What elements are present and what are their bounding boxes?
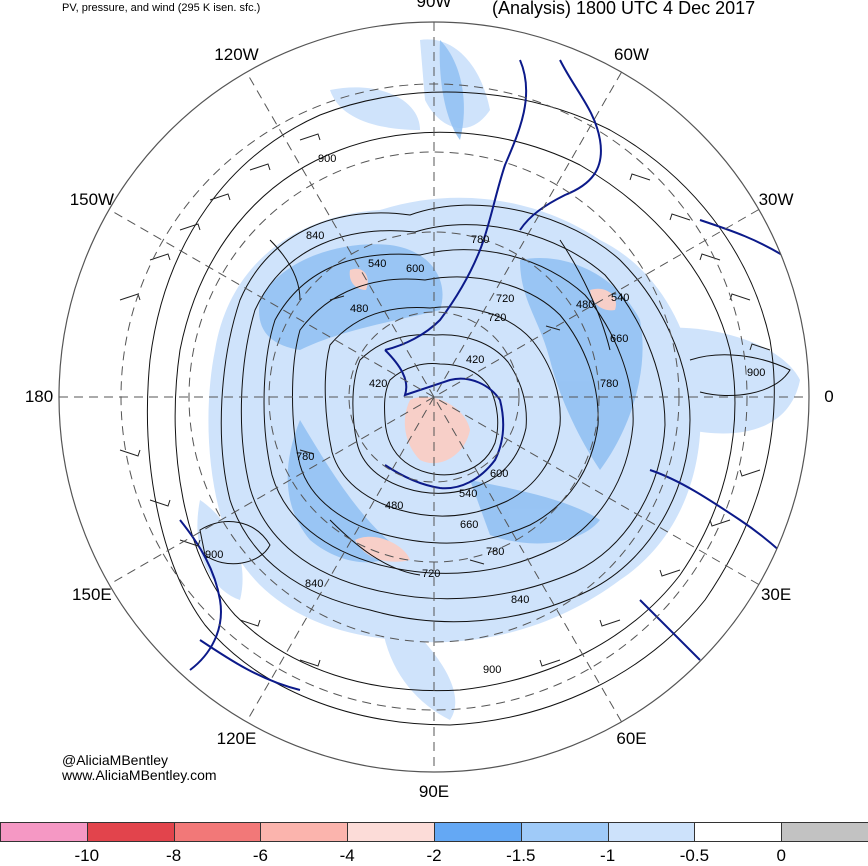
pv-shading-light — [197, 39, 800, 720]
contour-label: 720 — [496, 293, 515, 305]
contour-label: 600 — [490, 468, 509, 480]
longitude-label: 180 — [24, 387, 54, 406]
colorbar-segment — [434, 822, 522, 842]
longitude-label: 30W — [758, 189, 794, 209]
contour-label: 840 — [306, 230, 325, 242]
colorbar-segment — [260, 822, 349, 842]
contour-label: 840 — [511, 594, 530, 606]
contour-label: 660 — [610, 333, 629, 345]
colorbar-segment — [520, 822, 609, 842]
polar-stereographic-map — [58, 21, 810, 773]
longitude-label: 60W — [614, 44, 649, 64]
contour-label: 480 — [385, 500, 404, 512]
contour-label: 480 — [576, 299, 595, 311]
colorbar-tick-label: -8 — [166, 846, 182, 865]
pressure-contours — [146, 91, 791, 726]
colorbar-segment — [781, 822, 868, 842]
credit-handle: @AliciaMBentley — [62, 752, 169, 768]
contour-label: 720 — [488, 312, 507, 324]
colorbar-tick-label: -0.5 — [679, 846, 710, 865]
contour-label: 480 — [350, 303, 369, 315]
colorbar-segment — [86, 822, 175, 842]
map-boundary — [58, 21, 810, 773]
longitude-label: 120W — [214, 44, 259, 64]
contour-label: 900 — [205, 549, 224, 561]
map-title: (Analysis) 1800 UTC 4 Dec 2017 — [492, 0, 756, 18]
longitude-label: 60E — [616, 729, 647, 749]
contour-label: 420 — [466, 354, 485, 366]
contour-label: 840 — [305, 578, 324, 590]
colorbar — [0, 822, 868, 844]
colorbar-segment — [0, 822, 88, 842]
contour-label: 600 — [406, 263, 425, 275]
longitude-label: 30E — [760, 584, 792, 604]
contour-label: 900 — [318, 153, 337, 165]
contour-label: 780 — [296, 451, 315, 463]
contour-label: 900 — [483, 664, 502, 676]
longitude-label: 150W — [69, 189, 115, 209]
colorbar-tick-label: 0 — [776, 846, 786, 865]
colorbar-tick-label: -4 — [339, 846, 355, 865]
longitude-label: 90E — [418, 782, 450, 801]
graticule — [59, 22, 809, 772]
colorbar-tick-label: -6 — [252, 846, 268, 865]
contour-label: 660 — [460, 519, 479, 531]
contour-label: 540 — [368, 258, 387, 270]
longitude-label: 0 — [824, 387, 834, 406]
colorbar-segment — [607, 822, 696, 842]
map-content — [119, 39, 809, 726]
contour-label: 540 — [459, 488, 478, 500]
longitude-label: 150E — [72, 584, 112, 604]
coastlines — [179, 59, 809, 691]
colorbar-segment — [694, 822, 783, 842]
contour-label: 780 — [600, 378, 619, 390]
credit-website: www.AliciaMBentley.com — [62, 767, 217, 783]
colorbar-tick-label: -1.5 — [506, 846, 536, 865]
contour-label: 420 — [369, 378, 388, 390]
contour-label: 540 — [611, 292, 630, 304]
colorbar-tick-label: -1 — [600, 846, 616, 865]
longitude-label: 90W — [416, 0, 452, 11]
contour-label: 720 — [422, 568, 441, 580]
colorbar-segment — [173, 822, 262, 842]
contour-label: 780 — [471, 234, 490, 246]
contour-label: 900 — [747, 367, 766, 379]
longitude-label: 120E — [216, 729, 257, 749]
colorbar-segment — [347, 822, 435, 842]
contour-label: 780 — [486, 546, 505, 558]
pv-shading-pink — [349, 268, 616, 562]
colorbar-tick-label: -2 — [426, 846, 442, 865]
map-subtitle: PV, pressure, and wind (295 K isen. sfc.… — [62, 2, 261, 14]
colorbar-tick-label: -10 — [74, 846, 100, 865]
